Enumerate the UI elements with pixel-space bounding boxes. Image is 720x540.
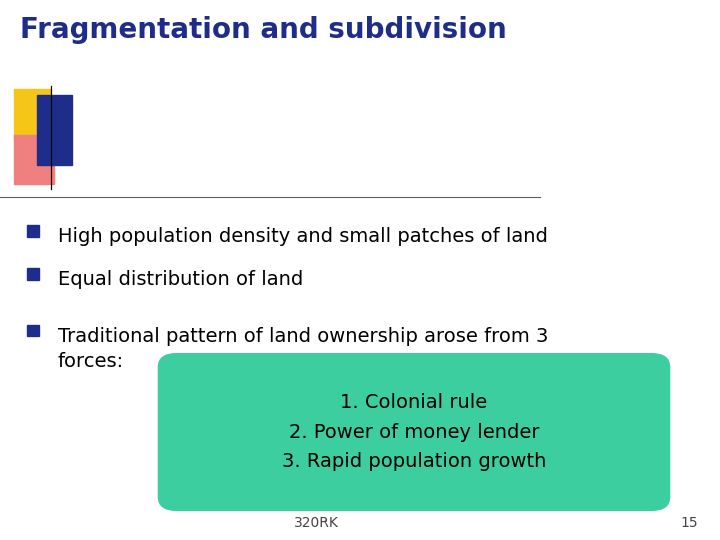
Bar — [14, 89, 50, 138]
Text: Equal distribution of land: Equal distribution of land — [58, 270, 303, 289]
Text: Fragmentation and subdivision: Fragmentation and subdivision — [20, 16, 507, 44]
Text: 1. Colonial rule
2. Power of money lender
3. Rapid population growth: 1. Colonial rule 2. Power of money lende… — [282, 393, 546, 471]
Text: 15: 15 — [681, 516, 698, 530]
Text: High population density and small patches of land: High population density and small patche… — [58, 227, 547, 246]
Bar — [14, 135, 54, 184]
Bar — [27, 225, 39, 237]
Text: Traditional pattern of land ownership arose from 3
forces:: Traditional pattern of land ownership ar… — [58, 327, 548, 371]
FancyBboxPatch shape — [158, 354, 670, 510]
Text: 320RK: 320RK — [294, 516, 339, 530]
Bar — [27, 268, 39, 280]
Bar — [27, 325, 39, 336]
Bar — [37, 94, 72, 165]
